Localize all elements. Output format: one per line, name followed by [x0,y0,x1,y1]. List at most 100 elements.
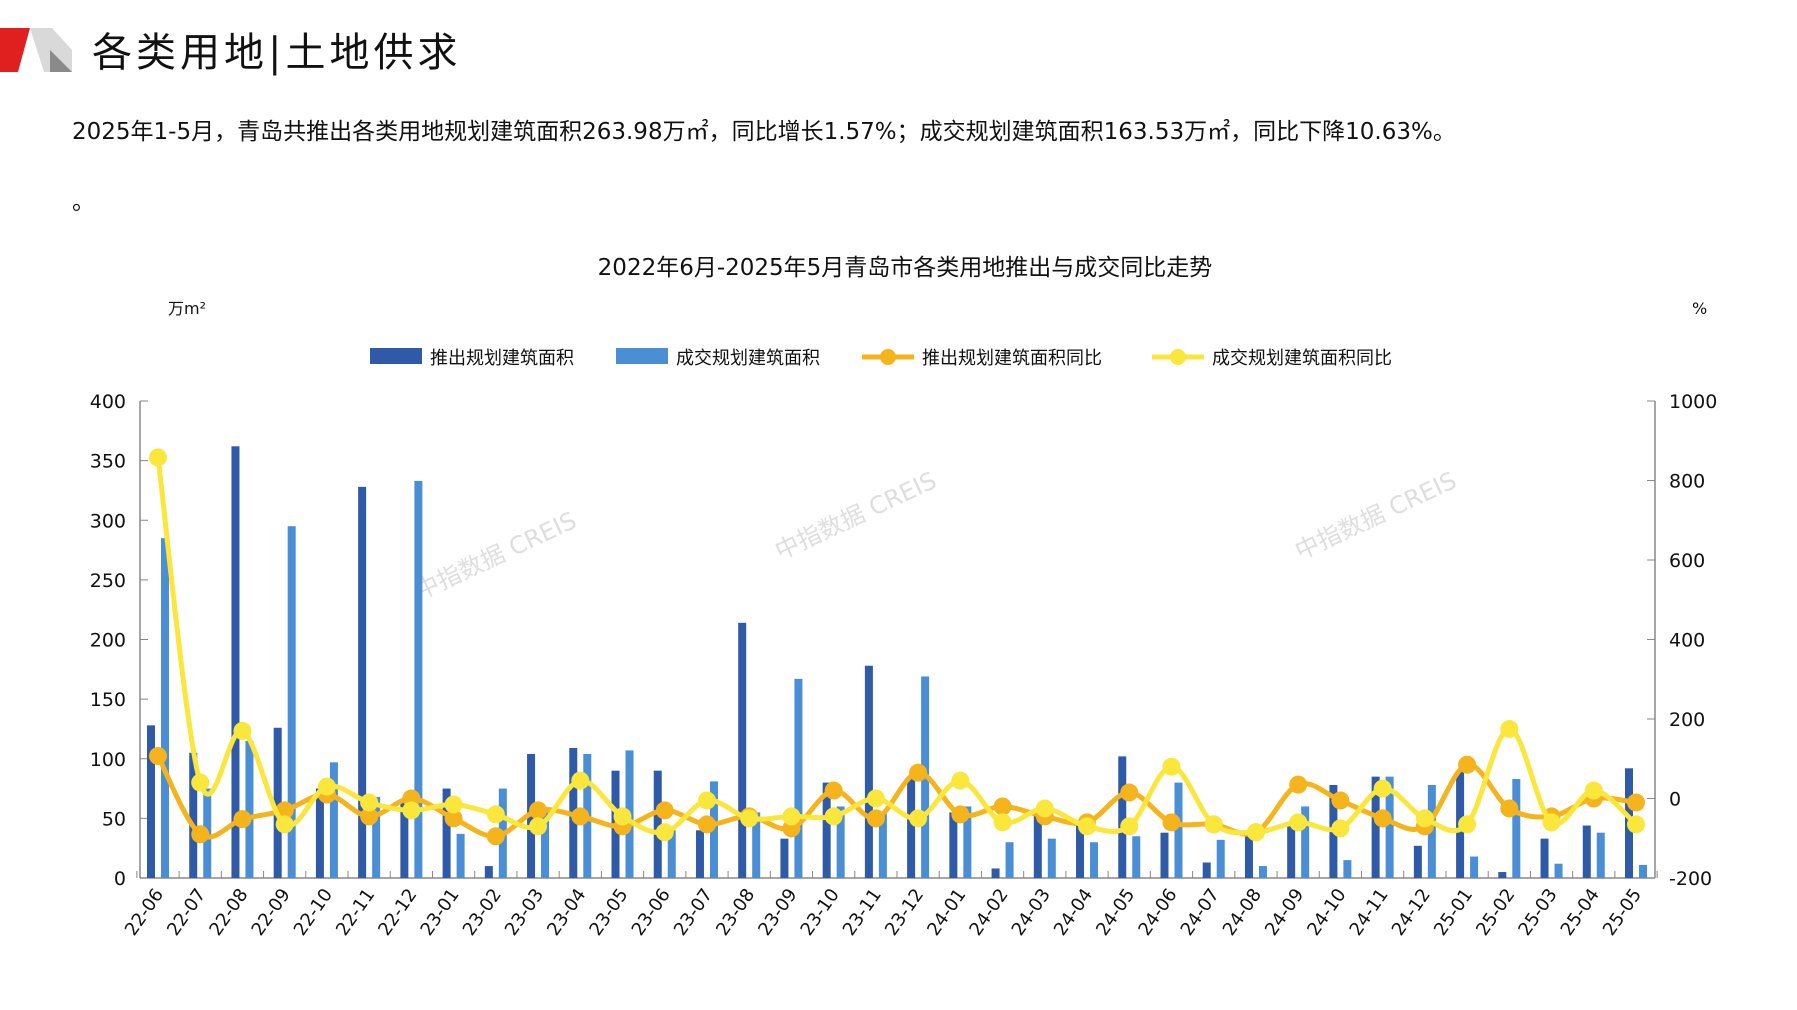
y-tick-label: 200 [90,630,126,652]
point-launch-yoy [1289,775,1308,794]
point-deal-yoy [191,773,210,792]
x-tick-label: 23-02 [459,885,506,940]
y2-tick-label: 600 [1669,550,1705,572]
legend-marker-3 [1170,349,1186,365]
bar-deal [1047,838,1056,878]
point-launch-yoy [191,825,210,844]
y-tick-label: 400 [90,391,126,413]
bar-deal [794,678,803,878]
point-launch-yoy [1120,783,1139,802]
y2-axis-unit: % [1692,299,1707,318]
point-deal-yoy [444,795,463,814]
legend-label-1: 成交规划建筑面积 [676,348,820,369]
x-tick-label: 25-02 [1472,885,1519,940]
x-tick-label: 25-04 [1557,885,1604,940]
point-deal-yoy [486,805,505,824]
point-deal-yoy [1331,819,1350,838]
x-tick-label: 23-09 [754,885,801,940]
point-launch-yoy [486,827,505,846]
point-launch-yoy [149,746,167,765]
bar-launch [1160,832,1169,878]
legend-label-2: 推出规划建筑面积同比 [922,348,1102,369]
point-launch-yoy [1331,791,1350,810]
summary-tail: 。 [72,189,95,215]
point-deal-yoy [233,721,252,740]
point-deal-yoy [697,791,716,810]
bar-deal [1470,856,1479,878]
point-deal-yoy [1458,815,1477,834]
y2-tick-label: 200 [1669,709,1705,731]
bar-deal [836,806,845,878]
y-tick-label: 100 [90,749,126,771]
bar-launch [1118,756,1127,878]
x-tick-label: 24-08 [1219,885,1266,940]
point-deal-yoy [613,807,632,826]
y2-tick-label: 800 [1669,471,1705,493]
bar-launch [400,800,409,878]
bar-deal [1005,842,1014,878]
point-launch-yoy [444,809,463,828]
x-tick-label: 24-09 [1261,885,1308,940]
bar-launch [780,838,789,878]
point-launch-yoy [824,781,843,800]
x-tick-label: 24-05 [1092,885,1139,940]
bar-launch [1498,872,1507,878]
bar-launch [1202,862,1211,878]
bar-launch [695,830,704,878]
bar-deal [372,796,381,878]
x-tick-label: 24-03 [1008,885,1055,940]
x-tick-label: 24-04 [1050,885,1097,940]
bar-deal [329,762,338,878]
point-launch-yoy [571,807,590,826]
y2-tick-label: 1000 [1669,391,1717,413]
bar-launch [484,866,493,878]
bar-deal [667,830,676,878]
x-tick-label: 23-08 [712,885,759,940]
point-deal-yoy [1415,809,1434,828]
bar-deal [1301,806,1310,878]
legend-swatch-1 [616,348,668,364]
x-tick-label: 25-01 [1430,885,1477,940]
point-deal-yoy [1627,815,1645,834]
point-deal-yoy [740,809,759,828]
bar-launch [991,868,1000,878]
point-launch-yoy [697,815,716,834]
point-deal-yoy [951,771,970,790]
point-deal-yoy [824,807,843,826]
point-launch-yoy [1500,799,1519,818]
bar-launch [1244,832,1253,878]
watermark: 中指数据 CREIS [771,466,941,565]
bar-launch [1076,824,1085,878]
point-deal-yoy [1204,815,1223,834]
x-tick-label: 24-11 [1346,885,1393,940]
y-tick-label: 300 [90,510,126,532]
chart-title: 2022年6月-2025年5月青岛市各类用地推出与成交同比走势 [598,255,1213,281]
bar-launch [147,725,155,878]
y-axis-unit: 万m² [168,299,206,318]
bar-deal [1090,842,1099,878]
point-launch-yoy [951,805,970,824]
point-launch-yoy [233,810,252,829]
point-deal-yoy [655,823,674,842]
x-tick-label: 23-12 [881,885,928,940]
bar-deal [414,480,423,878]
legend-marker-2 [880,349,896,365]
point-deal-yoy [1289,813,1308,832]
x-tick-label: 25-05 [1599,885,1646,940]
bar-launch [1413,845,1422,878]
point-deal-yoy [1500,719,1519,738]
y-tick-label: 150 [90,689,126,711]
x-tick-label: 22-06 [121,885,168,940]
bar-deal [541,812,550,878]
point-launch-yoy [1627,793,1645,812]
x-tick-label: 23-01 [416,885,463,940]
x-tick-label: 23-03 [501,885,548,940]
point-deal-yoy [1035,799,1054,818]
x-tick-label: 24-10 [1303,885,1350,940]
legend-label-3: 成交规划建筑面积同比 [1212,348,1392,369]
y-tick-label: 350 [90,451,126,473]
bar-deal [963,806,972,878]
bar-launch [189,752,198,878]
x-tick-label: 23-11 [839,885,886,940]
point-deal-yoy [782,807,801,826]
